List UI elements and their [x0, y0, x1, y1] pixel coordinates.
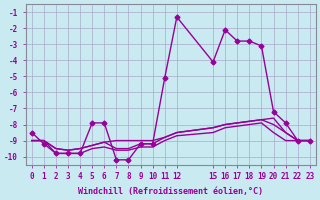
- X-axis label: Windchill (Refroidissement éolien,°C): Windchill (Refroidissement éolien,°C): [78, 187, 263, 196]
